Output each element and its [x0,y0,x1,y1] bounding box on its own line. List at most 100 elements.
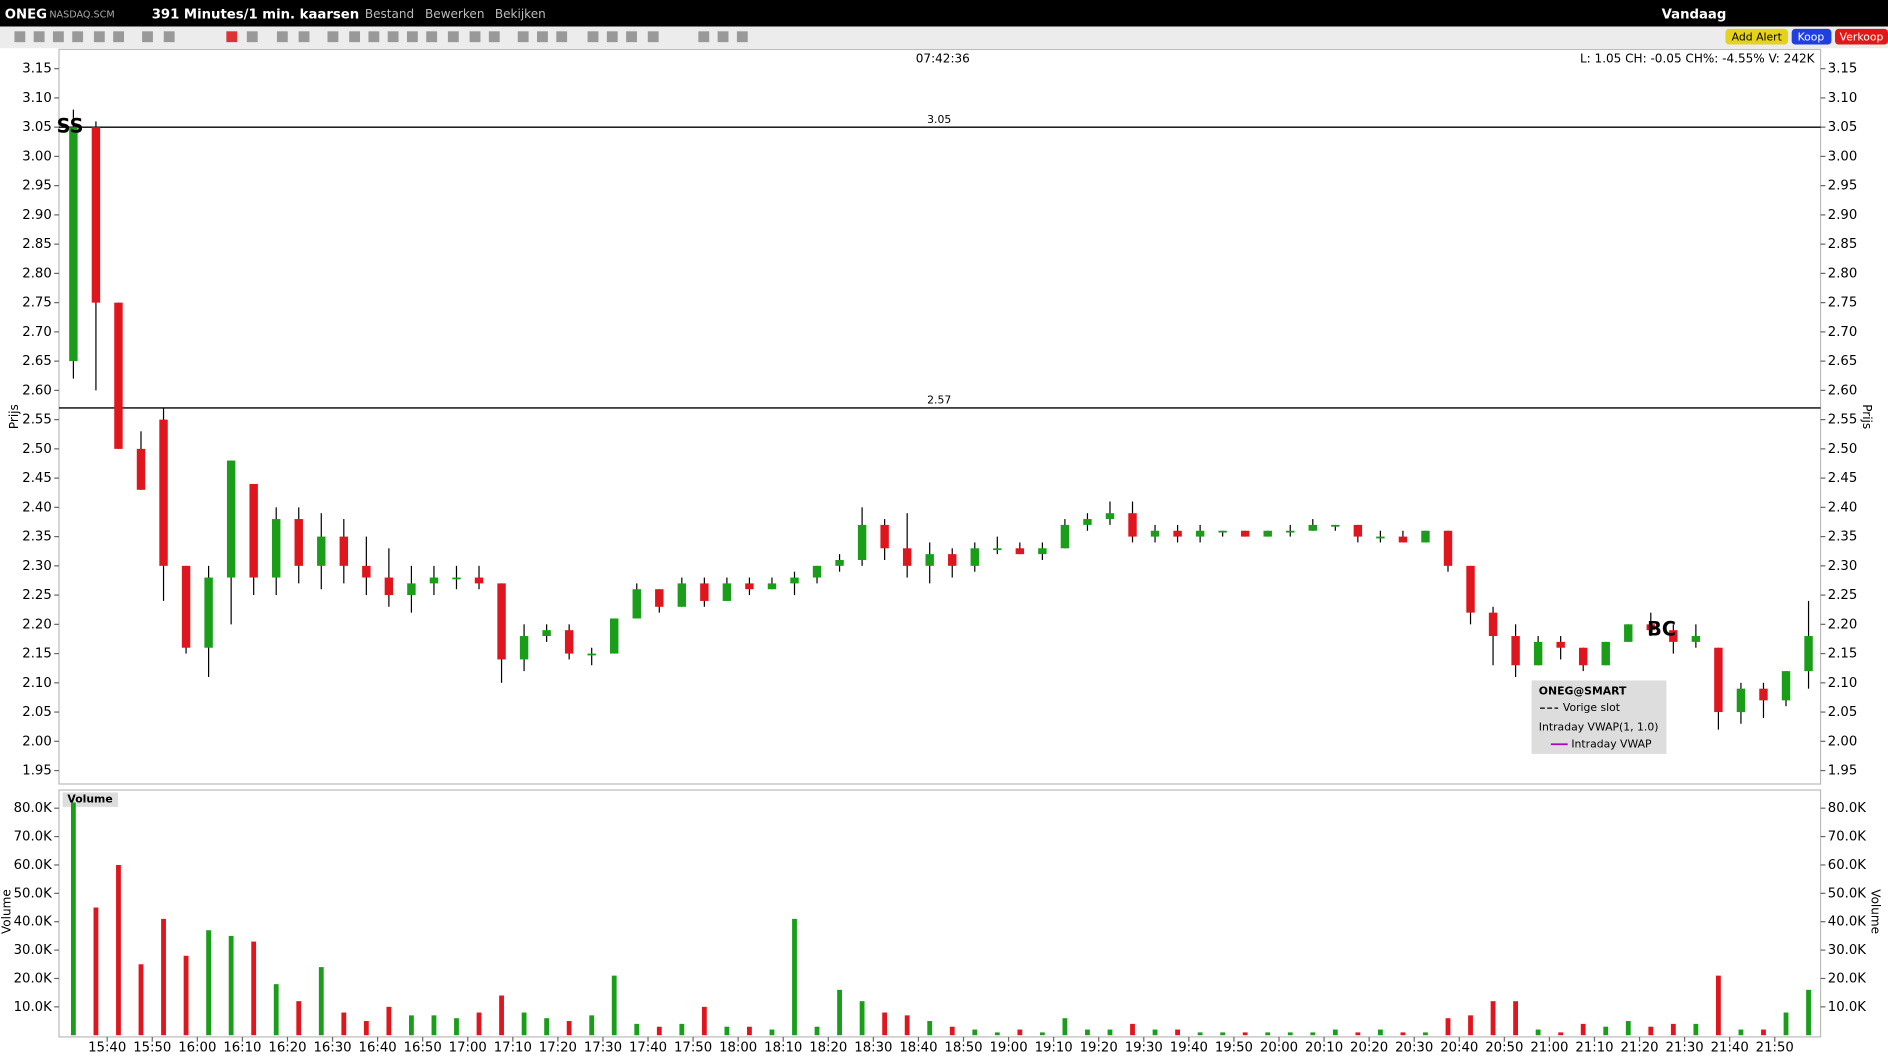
candle-body [114,302,123,449]
candle-body [226,460,236,578]
period[interactable]: 391 Minutes/1 min. kaarsen [152,7,359,22]
y-tick-label: 3.05 [1828,120,1857,135]
volume-bar [1400,1032,1406,1036]
candle-body [1601,641,1610,666]
y-tick-label: 2.40 [1828,500,1857,515]
volume-bar [476,1012,482,1036]
range[interactable]: Vandaag [1662,7,1727,22]
volume-bar [1175,1029,1180,1036]
buy-button[interactable] [1791,28,1832,45]
volume-bar [544,1018,550,1036]
y-tick-label: 2.30 [1828,559,1857,574]
x-tick-label: 20:20 [1350,1041,1388,1056]
candle-body [1556,641,1565,648]
x-tick-label: 17:30 [584,1041,622,1056]
x-tick-label: 21:00 [1530,1041,1568,1056]
candle-body [700,583,709,601]
candle-body [339,536,349,566]
volume-tick-label: 40.0K [14,915,52,930]
volume-bar [634,1023,640,1036]
x-tick-label: 18:40 [899,1041,937,1056]
candle-body [993,548,1002,551]
volume-bar [656,1026,662,1036]
volume-bar [1287,1032,1293,1036]
volume-bar [1310,1032,1316,1036]
volume-bar [1332,1029,1338,1036]
candle-body [564,630,574,654]
volume-bar [949,1026,955,1036]
y-tick-label: 2.60 [22,383,51,398]
volume-bar [161,918,166,1036]
y-tick-label: 2.35 [22,530,51,545]
volume-tick-label: 20.0K [1828,971,1866,986]
y-tick-label: 2.95 [1828,179,1857,194]
volume-bar [1670,1023,1676,1036]
y-tick-label: 3.15 [22,62,51,77]
volume-tick-label: 70.0K [1828,830,1866,845]
level-label: 3.05 [927,113,951,126]
candle-body [1195,530,1205,537]
y-tick-label: 2.05 [22,705,51,720]
volume-tick-label: 60.0K [1828,858,1866,873]
y-tick-label: 2.75 [22,296,51,311]
volume-bar [251,941,257,1036]
candle-body [91,127,101,303]
y-tick-label: 2.25 [22,588,51,603]
candle-body [925,554,934,566]
menu-item[interactable]: Bekijken [495,7,546,21]
y-tick-label: 2.60 [1828,383,1857,398]
candle-body [610,618,619,654]
y-tick-label: 2.50 [22,442,51,457]
candle-body [1421,530,1430,543]
y-tick-label: 3.10 [1828,91,1857,106]
candle-body [1398,536,1408,543]
y-tick-label: 2.45 [22,471,51,486]
y-tick-label: 2.80 [1828,266,1857,281]
symbol[interactable]: ONEG [5,7,47,22]
menu-item[interactable]: Bestand [365,7,414,21]
add-alert-button[interactable] [1725,28,1789,45]
y-tick-label: 2.65 [1828,354,1857,369]
x-tick-label: 18:50 [944,1041,982,1056]
add-alert-label[interactable]: Add Alert [1732,30,1782,43]
volume-bar [1715,975,1721,1036]
candle-body [1759,688,1768,701]
volume-bar [701,1006,707,1036]
menu-item[interactable]: Bewerken [425,7,484,21]
sell-label[interactable]: Verkoop [1840,30,1884,43]
volume-panel [58,789,1822,1038]
candle-body [1331,524,1340,527]
x-tick-label: 18:30 [854,1041,892,1056]
x-tick-label: 19:40 [1170,1041,1208,1056]
candle-body [1060,524,1070,549]
volume-bar [1625,1021,1631,1036]
candle-body [1308,524,1318,531]
sell-button[interactable] [1835,28,1888,45]
candle-body [1353,524,1363,537]
candle-body [1488,612,1498,637]
y-tick-label: 3.10 [22,91,51,106]
y-tick-label: 2.20 [1828,617,1857,632]
candle-body [1286,530,1295,533]
volume-bar [837,989,842,1036]
candle-body [69,127,78,362]
candle-body [1263,530,1272,537]
volume-bar [972,1029,978,1036]
buy-label[interactable]: Koop [1798,30,1825,43]
y-tick-label: 2.15 [1828,647,1857,662]
candle-body [587,653,596,656]
volume-bar [1603,1026,1609,1036]
volume-bar [792,918,797,1036]
volume-bar [859,1001,865,1036]
y-tick-label: 2.00 [22,734,51,749]
clock: 07:42:36 [916,52,970,66]
x-tick-label: 18:10 [764,1041,802,1056]
volume-bar [341,1012,347,1036]
candle-body [294,519,303,566]
candle-body [1038,548,1047,555]
candle-body [1533,641,1543,666]
legend-item: Vorige slot [1563,701,1620,714]
candle-body [1466,565,1475,613]
candle-body [1511,636,1520,666]
